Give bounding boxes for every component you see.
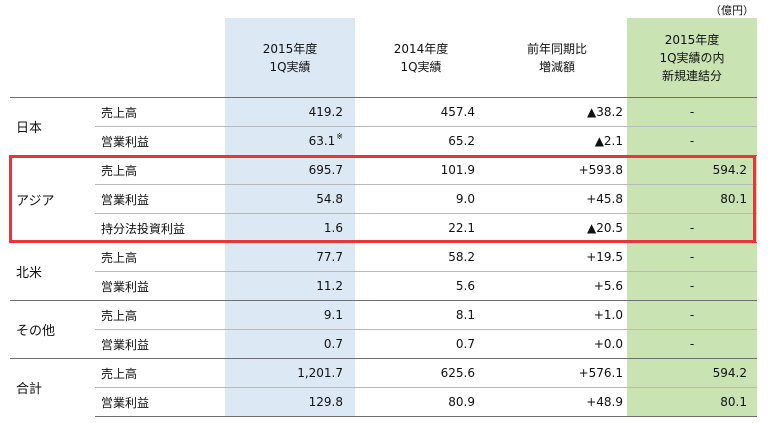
value-new: - <box>627 126 757 156</box>
value-2015: 77.7 <box>225 242 355 272</box>
results-table: 2015年度 1Q実績 2014年度 1Q実績 前年同期比 増減額 2015年度… <box>10 18 757 417</box>
table-row: 営業利益 63.1※ 65.2 ▲2.1 - <box>10 126 757 156</box>
item-label: 営業利益 <box>95 387 225 417</box>
value-2014: 80.9 <box>355 387 487 417</box>
header-line: 1Q実績 <box>400 59 442 74</box>
value-2014: 58.2 <box>355 242 487 272</box>
table-row: 日本 売上高 419.2 457.4 ▲38.2 - <box>10 97 757 156</box>
value-2014: 65.2 <box>355 126 487 156</box>
region-label: 日本 <box>10 97 95 156</box>
value-2014: 457.4 <box>355 97 487 127</box>
region-label: 合計 <box>10 358 95 417</box>
table-row: 営業利益 0.7 0.7 +0.0 - <box>10 329 757 359</box>
value-change: +1.0 <box>487 300 627 330</box>
value-2015: 1,201.7 <box>225 358 355 388</box>
table-row: 持分法投資利益 1.6 22.1 ▲20.5 - <box>10 213 757 243</box>
value-change: +5.6 <box>487 271 627 301</box>
table-row: 営業利益 129.8 80.9 +48.9 80.1 <box>10 387 757 417</box>
item-label: 売上高 <box>95 358 225 388</box>
footnote-mark: ※ <box>336 132 343 141</box>
table-row: 北米 売上高 77.7 58.2 +19.5 - <box>10 242 757 301</box>
value-2015: 54.8 <box>225 184 355 214</box>
value-2014: 8.1 <box>355 300 487 330</box>
value-change: +45.8 <box>487 184 627 214</box>
header-2015-1q: 2015年度 1Q実績 <box>225 18 355 98</box>
item-label: 営業利益 <box>95 329 225 359</box>
header-yoy-change: 前年同期比 増減額 <box>487 18 627 98</box>
value-new: - <box>627 300 757 330</box>
value-2015: 419.2 <box>225 97 355 127</box>
value-change: +576.1 <box>487 358 627 388</box>
value-new: - <box>627 329 757 359</box>
value-2015: 63.1※ <box>225 126 355 156</box>
header-row: 2015年度 1Q実績 2014年度 1Q実績 前年同期比 増減額 2015年度… <box>10 18 757 98</box>
header-line: 1Q実績の内 <box>659 50 725 65</box>
value-change: ▲20.5 <box>487 213 627 243</box>
value-change: +0.0 <box>487 329 627 359</box>
value-2014: 5.6 <box>355 271 487 301</box>
header-line: 2015年度 <box>262 41 318 56</box>
item-label: 売上高 <box>95 155 225 185</box>
header-line: 1Q実績 <box>269 59 311 74</box>
item-label: 持分法投資利益 <box>95 213 225 243</box>
value-new: 594.2 <box>627 155 757 185</box>
header-2014-1q: 2014年度 1Q実績 <box>355 18 487 98</box>
unit-label: （億円） <box>710 4 754 17</box>
value-new: - <box>627 271 757 301</box>
value-2015: 1.6 <box>225 213 355 243</box>
item-label: 営業利益 <box>95 271 225 301</box>
value-2014: 22.1 <box>355 213 487 243</box>
value-change: +19.5 <box>487 242 627 272</box>
value-change: ▲38.2 <box>487 97 627 127</box>
value-2014: 101.9 <box>355 155 487 185</box>
value-change: +48.9 <box>487 387 627 417</box>
value-new: - <box>627 213 757 243</box>
value-change: ▲2.1 <box>487 126 627 156</box>
header-item <box>95 18 225 98</box>
value-2015: 0.7 <box>225 329 355 359</box>
value-2015: 11.2 <box>225 271 355 301</box>
table-row: 合計 売上高 1,201.7 625.6 +576.1 594.2 <box>10 358 757 417</box>
header-line: 前年同期比 <box>526 41 587 56</box>
value-change: +593.8 <box>487 155 627 185</box>
region-label: 北米 <box>10 242 95 301</box>
header-line: 新規連結分 <box>661 68 722 83</box>
value-new: - <box>627 97 757 127</box>
table-row: アジア 売上高 695.7 101.9 +593.8 594.2 <box>10 155 757 243</box>
header-region <box>10 18 95 98</box>
value-new: 594.2 <box>627 358 757 388</box>
value-2014: 0.7 <box>355 329 487 359</box>
item-label: 売上高 <box>95 97 225 127</box>
value-new: 80.1 <box>627 387 757 417</box>
header-new-consolidation: 2015年度 1Q実績の内 新規連結分 <box>627 18 757 98</box>
item-label: 営業利益 <box>95 126 225 156</box>
table-row: 営業利益 54.8 9.0 +45.8 80.1 <box>10 184 757 214</box>
header-line: 2015年度 <box>664 32 720 47</box>
value-2014: 9.0 <box>355 184 487 214</box>
value-2015: 129.8 <box>225 387 355 417</box>
value-new: 80.1 <box>627 184 757 214</box>
value-text: 63.1 <box>308 134 336 148</box>
item-label: 売上高 <box>95 242 225 272</box>
value-2015: 9.1 <box>225 300 355 330</box>
region-label: アジア <box>10 155 95 243</box>
value-2015: 695.7 <box>225 155 355 185</box>
value-new: - <box>627 242 757 272</box>
table-row: 営業利益 11.2 5.6 +5.6 - <box>10 271 757 301</box>
item-label: 営業利益 <box>95 184 225 214</box>
item-label: 売上高 <box>95 300 225 330</box>
header-line: 増減額 <box>538 59 575 74</box>
header-line: 2014年度 <box>393 41 449 56</box>
region-label: その他 <box>10 300 95 359</box>
value-2014: 625.6 <box>355 358 487 388</box>
table-row: その他 売上高 9.1 8.1 +1.0 - <box>10 300 757 359</box>
